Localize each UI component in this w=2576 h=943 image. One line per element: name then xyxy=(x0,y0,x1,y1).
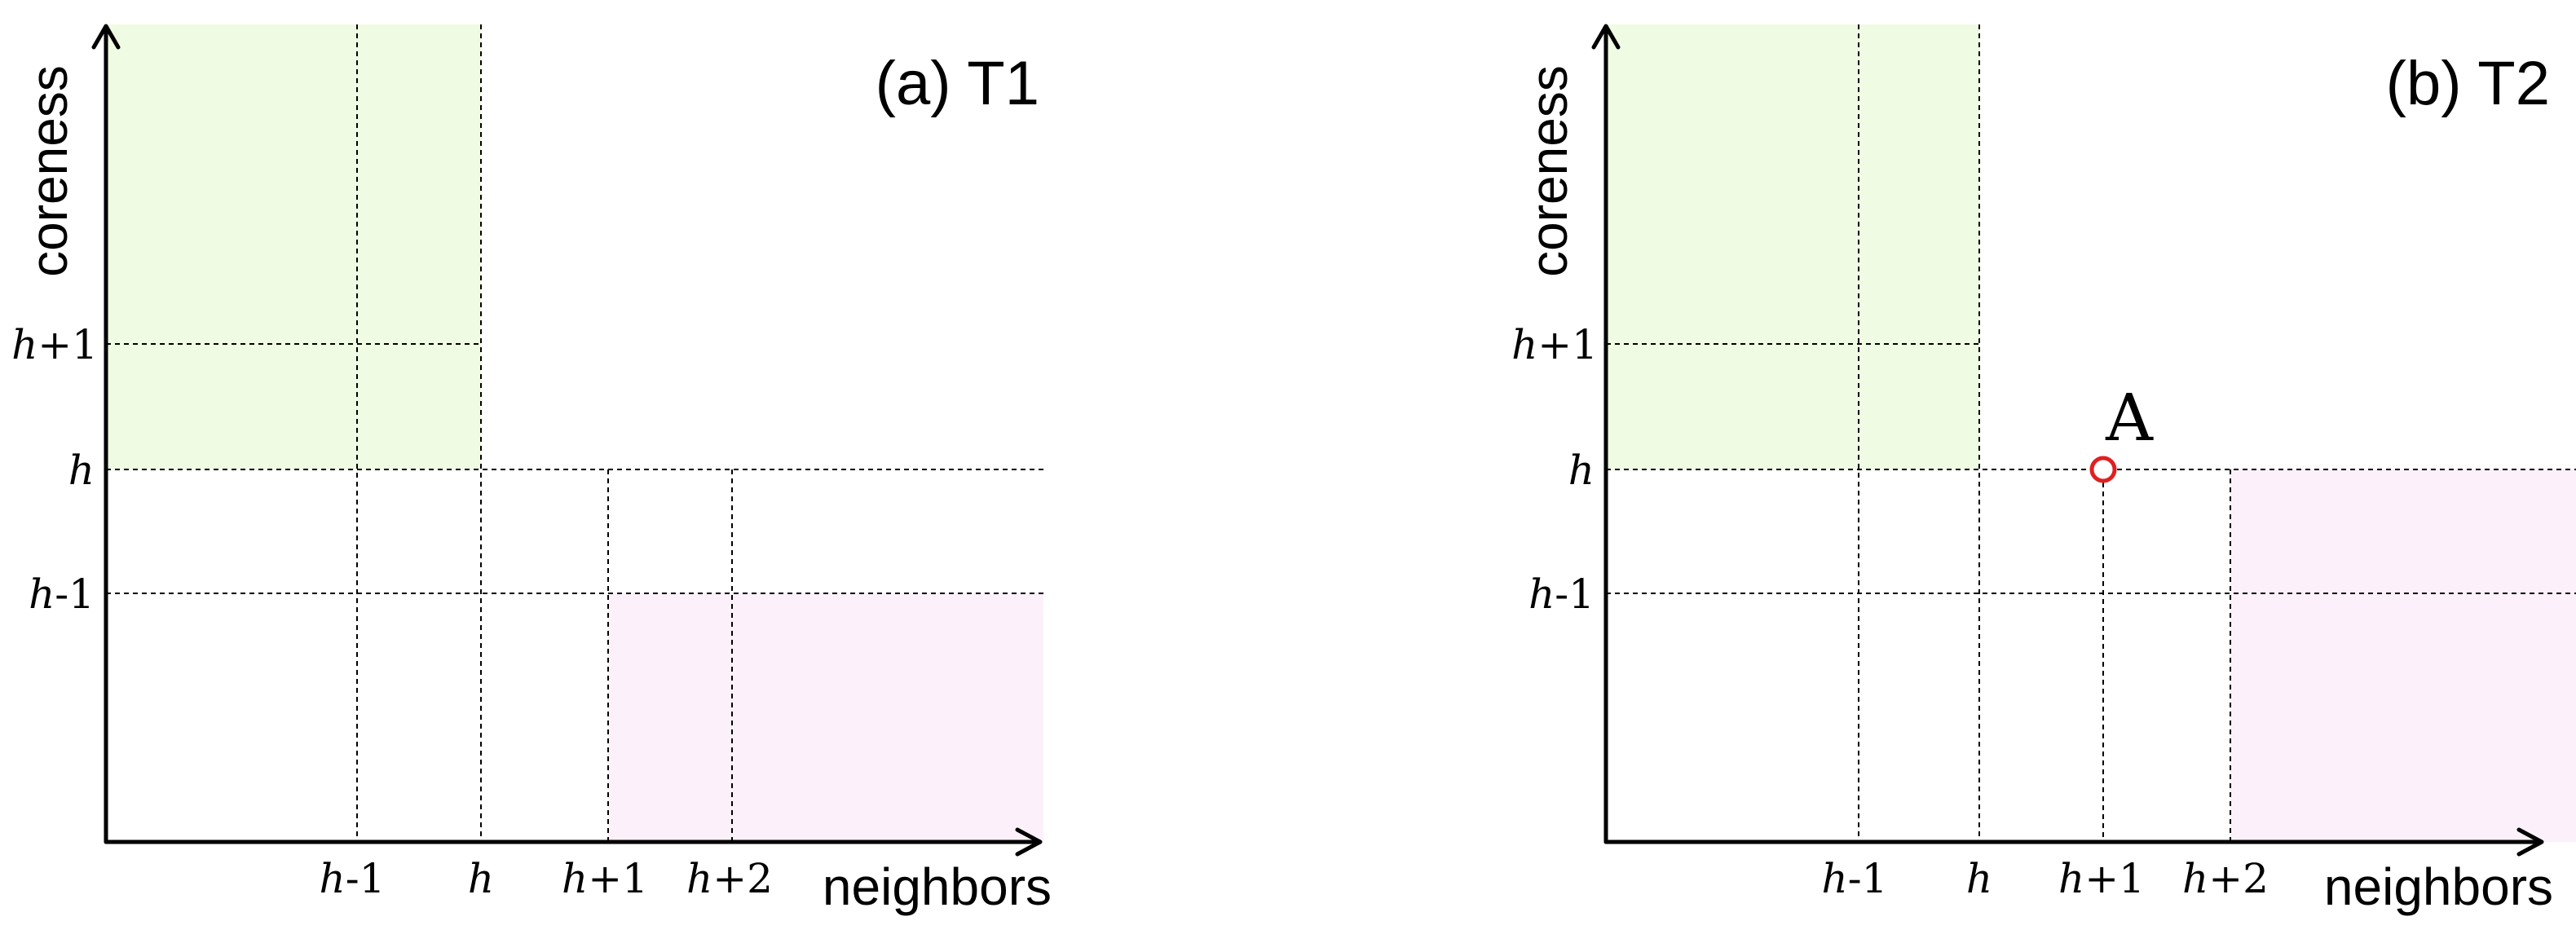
x-tick-label: h xyxy=(1966,855,1992,902)
diagram-t1: (a) T1 neighbors coreness h+1 h h-1 h-1 … xyxy=(11,24,1052,916)
y-tick-label: h xyxy=(68,447,95,494)
y-axis-arrowhead xyxy=(1591,24,1621,50)
x-tick-label: h+1 xyxy=(2058,855,2145,902)
y-tick-label: h+1 xyxy=(1511,321,1598,368)
panel-title: (b) T2 xyxy=(2386,49,2550,118)
x-tick-label: h-1 xyxy=(320,855,386,902)
y-axis-label: coreness xyxy=(20,65,78,277)
x-tick-label: h-1 xyxy=(1822,855,1888,902)
x-axis-arrowhead xyxy=(1015,827,1043,857)
y-axis-arrowhead xyxy=(91,24,121,50)
x-axis-label: neighbors xyxy=(823,857,1052,916)
green-region xyxy=(106,24,481,469)
panel-t2: A (b) T2 neighbors coreness h+1 h h-1 h-… xyxy=(1288,0,2576,943)
x-tick-label: h xyxy=(468,855,494,902)
axes xyxy=(91,24,1043,857)
axes xyxy=(1591,24,2544,857)
point-a-label: A xyxy=(2105,380,2154,456)
green-region xyxy=(1606,24,1979,469)
y-tick-label: h-1 xyxy=(29,571,95,618)
y-tick-label: h-1 xyxy=(1528,571,1595,618)
point-a-marker xyxy=(2089,456,2117,483)
x-tick-label: h+2 xyxy=(686,855,773,902)
x-tick-label: h+2 xyxy=(2182,855,2269,902)
x-tick-label: h+1 xyxy=(562,855,648,902)
diagram-t2: A (b) T2 neighbors coreness h+1 h h-1 h-… xyxy=(1511,24,2576,916)
grid-lines xyxy=(106,24,1043,842)
panel-title: (a) T1 xyxy=(876,49,1039,118)
panel-t1: (a) T1 neighbors coreness h+1 h h-1 h-1 … xyxy=(11,24,1052,916)
y-tick-label: h xyxy=(1568,447,1595,494)
y-axis-label: coreness xyxy=(1520,65,1578,277)
x-axis-arrowhead xyxy=(2516,827,2544,857)
pink-region xyxy=(2230,469,2576,842)
y-tick-label: h+1 xyxy=(11,321,98,368)
x-axis-label: neighbors xyxy=(2324,857,2553,916)
pink-region xyxy=(608,593,1043,842)
